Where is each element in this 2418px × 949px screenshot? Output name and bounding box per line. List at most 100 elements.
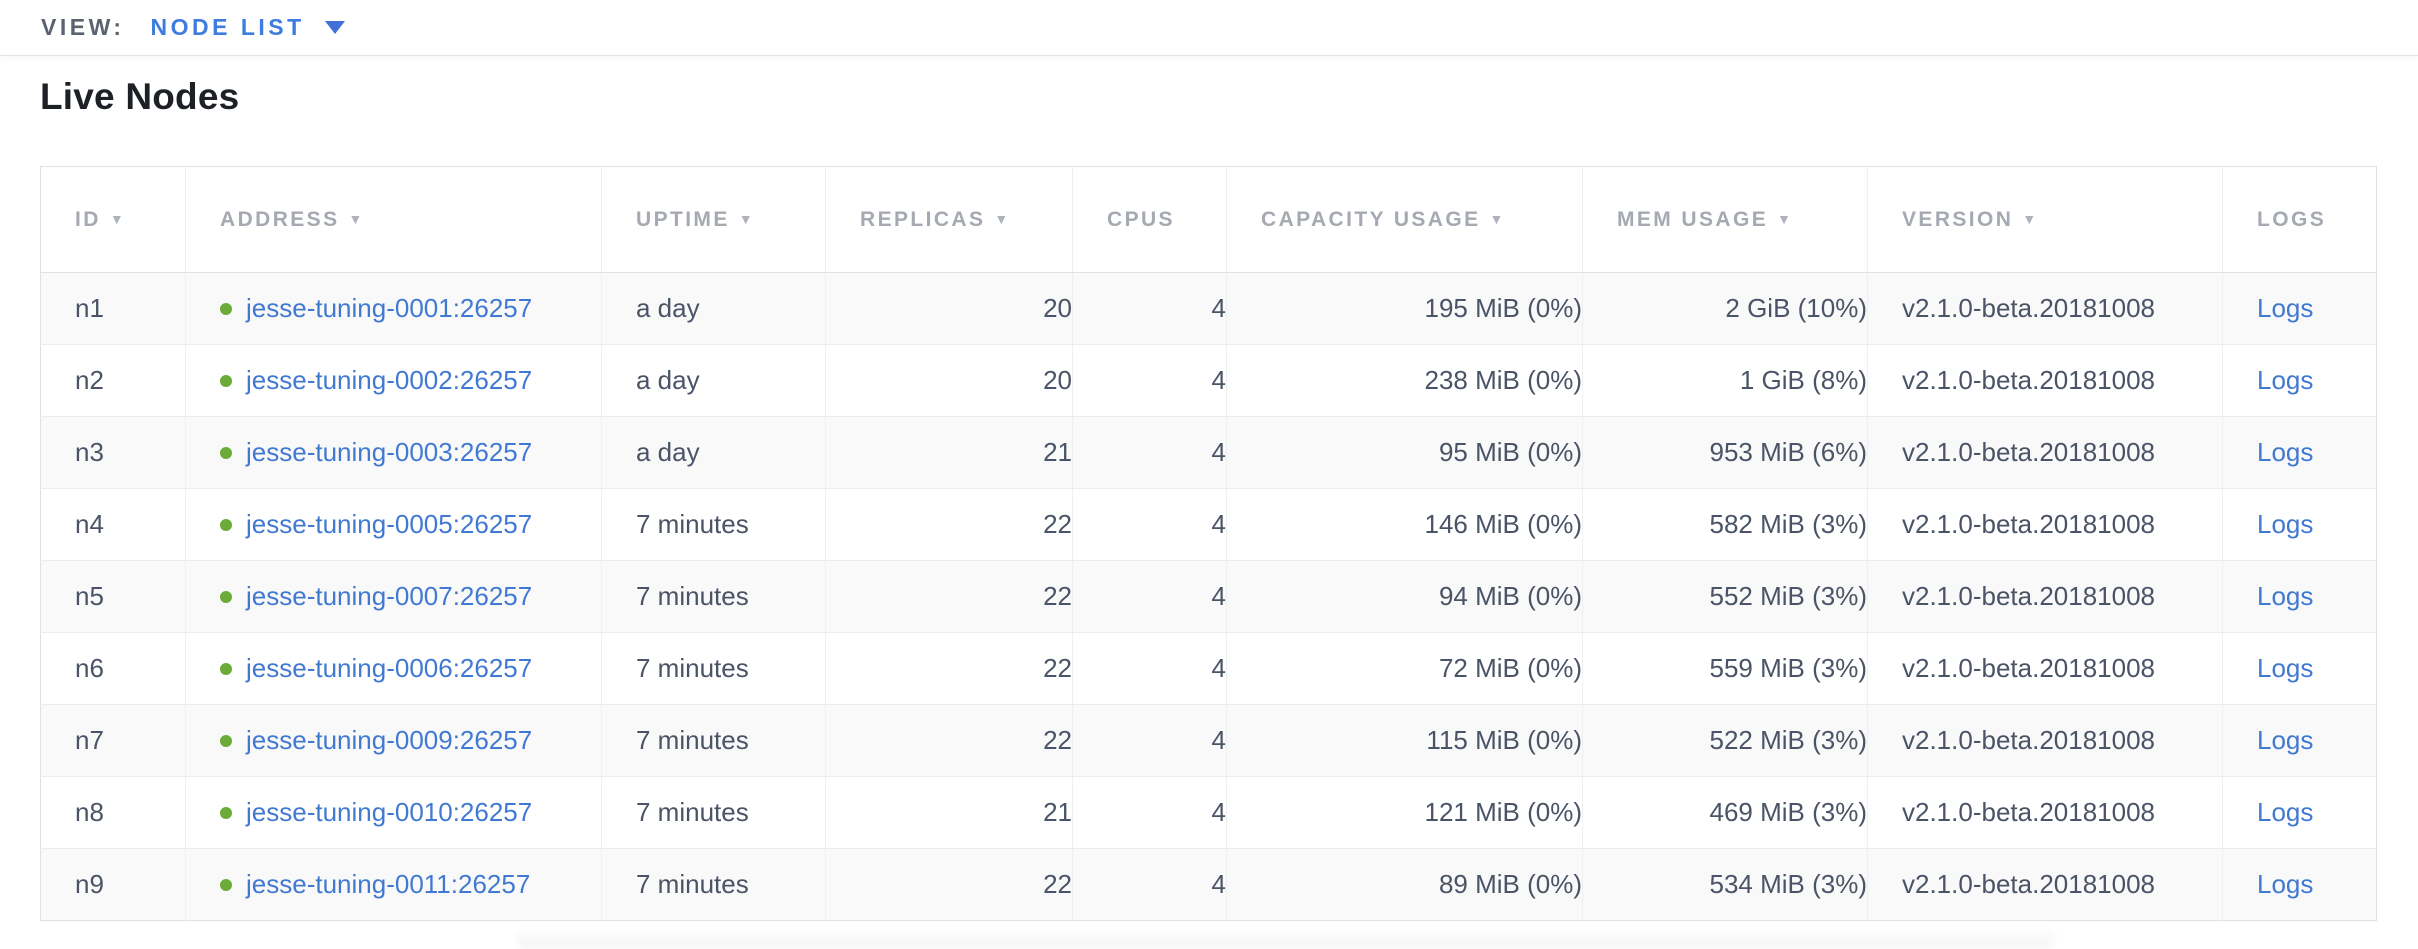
cell-address: jesse-tuning-0010:26257 bbox=[185, 776, 602, 849]
cell-mem: 552 MiB (3%) bbox=[1582, 560, 1868, 633]
caret-down-icon bbox=[324, 21, 345, 34]
cell-capacity: 95 MiB (0%) bbox=[1226, 416, 1583, 489]
sort-desc-icon: ▼ bbox=[1489, 210, 1506, 227]
column-header-label: UPTIME bbox=[636, 207, 730, 231]
cell-capacity: 146 MiB (0%) bbox=[1226, 488, 1583, 561]
node-logs-link[interactable]: Logs bbox=[2257, 797, 2314, 827]
cell-address: jesse-tuning-0003:26257 bbox=[185, 416, 602, 489]
live-dot-icon bbox=[220, 447, 232, 459]
node-logs-link[interactable]: Logs bbox=[2257, 365, 2314, 395]
column-header-id[interactable]: ID ▼ bbox=[40, 166, 186, 273]
cell-id: n8 bbox=[40, 776, 186, 849]
node-row-n9: n9 jesse-tuning-0011:26257 7 minutes 22 4 89 … bbox=[40, 848, 2377, 921]
cell-logs: Logs bbox=[2222, 560, 2377, 633]
cell-capacity: 238 MiB (0%) bbox=[1226, 344, 1583, 417]
column-header-cpus: CPUS bbox=[1072, 166, 1227, 273]
cell-capacity: 72 MiB (0%) bbox=[1226, 632, 1583, 705]
node-address-link[interactable]: jesse-tuning-0011:26257 bbox=[246, 869, 531, 899]
live-dot-icon bbox=[220, 807, 232, 819]
cell-logs: Logs bbox=[2222, 344, 2377, 417]
cell-uptime: 7 minutes bbox=[601, 632, 826, 705]
live-dot-icon bbox=[220, 303, 232, 315]
node-logs-link[interactable]: Logs bbox=[2257, 653, 2314, 683]
cell-replicas: 20 bbox=[825, 344, 1073, 417]
cell-id: n2 bbox=[40, 344, 186, 417]
node-row-n8: n8 jesse-tuning-0010:26257 7 minutes 21 4 121… bbox=[40, 776, 2377, 849]
node-logs-link[interactable]: Logs bbox=[2257, 725, 2314, 755]
column-header-mem[interactable]: MEM USAGE ▼ bbox=[1582, 166, 1868, 273]
node-address-link[interactable]: jesse-tuning-0006:26257 bbox=[246, 653, 533, 683]
cell-uptime: a day bbox=[601, 344, 826, 417]
node-address-link[interactable]: jesse-tuning-0007:26257 bbox=[246, 581, 533, 611]
cell-logs: Logs bbox=[2222, 488, 2377, 561]
node-address-link[interactable]: jesse-tuning-0009:26257 bbox=[246, 725, 533, 755]
cell-replicas: 22 bbox=[825, 704, 1073, 777]
live-dot-icon bbox=[220, 519, 232, 531]
node-address-link[interactable]: jesse-tuning-0002:26257 bbox=[246, 365, 533, 395]
column-header-version[interactable]: VERSION ▼ bbox=[1867, 166, 2223, 273]
cell-capacity: 89 MiB (0%) bbox=[1226, 848, 1583, 921]
cell-mem: 1 GiB (8%) bbox=[1582, 344, 1868, 417]
cell-version: v2.1.0-beta.20181008 bbox=[1867, 344, 2223, 417]
node-logs-link[interactable]: Logs bbox=[2257, 437, 2314, 467]
cell-version: v2.1.0-beta.20181008 bbox=[1867, 848, 2223, 921]
live-dot-icon bbox=[220, 663, 232, 675]
cell-logs: Logs bbox=[2222, 632, 2377, 705]
node-logs-link[interactable]: Logs bbox=[2257, 293, 2314, 323]
column-header-label: LOGS bbox=[2257, 207, 2327, 231]
cell-address: jesse-tuning-0002:26257 bbox=[185, 344, 602, 417]
view-dropdown[interactable]: NODE LIST bbox=[151, 14, 345, 41]
cell-uptime: 7 minutes bbox=[601, 704, 826, 777]
cell-uptime: 7 minutes bbox=[601, 776, 826, 849]
cell-replicas: 21 bbox=[825, 776, 1073, 849]
cell-version: v2.1.0-beta.20181008 bbox=[1867, 272, 2223, 345]
cell-address: jesse-tuning-0005:26257 bbox=[185, 488, 602, 561]
node-logs-link[interactable]: Logs bbox=[2257, 869, 2314, 899]
cell-logs: Logs bbox=[2222, 704, 2377, 777]
cell-capacity: 115 MiB (0%) bbox=[1226, 704, 1583, 777]
cell-cpus: 4 bbox=[1072, 848, 1227, 921]
column-header-label: REPLICAS bbox=[860, 207, 986, 231]
cell-id: n3 bbox=[40, 416, 186, 489]
cell-address: jesse-tuning-0006:26257 bbox=[185, 632, 602, 705]
node-address-link[interactable]: jesse-tuning-0003:26257 bbox=[246, 437, 533, 467]
cell-id: n1 bbox=[40, 272, 186, 345]
cell-version: v2.1.0-beta.20181008 bbox=[1867, 560, 2223, 633]
cell-logs: Logs bbox=[2222, 776, 2377, 849]
column-header-label: CPUS bbox=[1107, 207, 1175, 231]
column-header-label: MEM USAGE bbox=[1617, 207, 1769, 231]
node-row-n2: n2 jesse-tuning-0002:26257 a day 20 4 238 MiB… bbox=[40, 344, 2377, 417]
node-address-link[interactable]: jesse-tuning-0005:26257 bbox=[246, 509, 533, 539]
cell-replicas: 22 bbox=[825, 560, 1073, 633]
column-header-capacity[interactable]: CAPACITY USAGE ▼ bbox=[1226, 166, 1583, 273]
sort-desc-icon: ▼ bbox=[109, 210, 127, 227]
column-header-address[interactable]: ADDRESS ▼ bbox=[185, 166, 602, 273]
cell-uptime: 7 minutes bbox=[601, 848, 826, 921]
cell-mem: 522 MiB (3%) bbox=[1582, 704, 1868, 777]
cell-address: jesse-tuning-0009:26257 bbox=[185, 704, 602, 777]
cell-capacity: 195 MiB (0%) bbox=[1226, 272, 1583, 345]
node-address-link[interactable]: jesse-tuning-0001:26257 bbox=[246, 293, 533, 323]
node-logs-link[interactable]: Logs bbox=[2257, 509, 2314, 539]
cell-version: v2.1.0-beta.20181008 bbox=[1867, 776, 2223, 849]
cell-address: jesse-tuning-0007:26257 bbox=[185, 560, 602, 633]
cell-uptime: 7 minutes bbox=[601, 488, 826, 561]
node-row-n6: n6 jesse-tuning-0006:26257 7 minutes 22 4 72 … bbox=[40, 632, 2377, 705]
cell-capacity: 94 MiB (0%) bbox=[1226, 560, 1583, 633]
column-header-uptime[interactable]: UPTIME ▼ bbox=[601, 166, 826, 273]
node-row-n3: n3 jesse-tuning-0003:26257 a day 21 4 95 MiB … bbox=[40, 416, 2377, 489]
cell-cpus: 4 bbox=[1072, 488, 1227, 561]
cell-mem: 953 MiB (6%) bbox=[1582, 416, 1868, 489]
cell-logs: Logs bbox=[2222, 848, 2377, 921]
cell-version: v2.1.0-beta.20181008 bbox=[1867, 488, 2223, 561]
cell-mem: 2 GiB (10%) bbox=[1582, 272, 1868, 345]
sort-desc-icon: ▼ bbox=[1777, 210, 1794, 227]
node-address-link[interactable]: jesse-tuning-0010:26257 bbox=[246, 797, 533, 827]
sort-desc-icon: ▼ bbox=[348, 210, 365, 227]
cell-mem: 559 MiB (3%) bbox=[1582, 632, 1868, 705]
live-dot-icon bbox=[220, 375, 232, 387]
node-row-n1: n1 jesse-tuning-0001:26257 a day 20 4 195 MiB… bbox=[40, 272, 2377, 345]
cell-id: n6 bbox=[40, 632, 186, 705]
node-logs-link[interactable]: Logs bbox=[2257, 581, 2314, 611]
column-header-replicas[interactable]: REPLICAS ▼ bbox=[825, 166, 1073, 273]
